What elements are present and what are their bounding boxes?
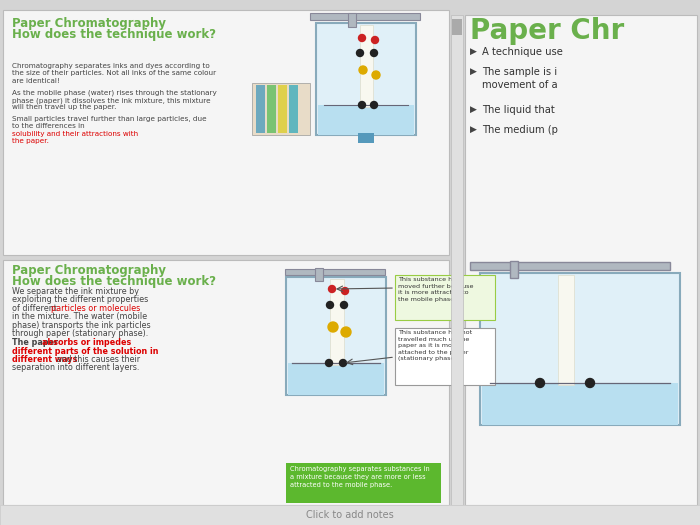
FancyBboxPatch shape — [278, 85, 287, 133]
Text: exploiting the different properties: exploiting the different properties — [12, 296, 148, 304]
Text: different ways: different ways — [12, 355, 78, 364]
Text: Click to add notes: Click to add notes — [306, 510, 394, 520]
Text: The medium (p: The medium (p — [482, 125, 558, 135]
Text: ▶: ▶ — [470, 105, 477, 114]
FancyBboxPatch shape — [285, 269, 385, 275]
Circle shape — [326, 360, 332, 366]
FancyBboxPatch shape — [480, 273, 680, 425]
Circle shape — [356, 49, 363, 57]
FancyBboxPatch shape — [288, 363, 384, 395]
FancyBboxPatch shape — [318, 105, 414, 135]
Text: to the differences in: to the differences in — [12, 123, 87, 130]
Text: Chromatography separates inks and dyes according to: Chromatography separates inks and dyes a… — [12, 63, 210, 69]
Text: Chromatography separates substances in
a mixture because they are more or less
a: Chromatography separates substances in a… — [290, 466, 430, 488]
FancyBboxPatch shape — [256, 85, 265, 133]
Circle shape — [358, 101, 365, 109]
Text: Paper Chr: Paper Chr — [470, 17, 624, 45]
Text: The paper: The paper — [12, 338, 61, 347]
Text: of different: of different — [12, 304, 60, 313]
FancyBboxPatch shape — [470, 262, 670, 270]
FancyBboxPatch shape — [289, 85, 298, 133]
FancyBboxPatch shape — [358, 133, 374, 143]
Text: are identical!: are identical! — [12, 78, 60, 84]
Text: Paper Chromatography: Paper Chromatography — [12, 17, 166, 30]
FancyBboxPatch shape — [310, 13, 420, 20]
FancyBboxPatch shape — [330, 279, 344, 365]
Text: As the mobile phase (water) rises through the stationary: As the mobile phase (water) rises throug… — [12, 89, 217, 96]
Circle shape — [370, 101, 377, 109]
Circle shape — [370, 49, 377, 57]
Text: different parts of the solution in: different parts of the solution in — [12, 346, 158, 355]
FancyBboxPatch shape — [267, 85, 276, 133]
Text: The sample is i
movement of a: The sample is i movement of a — [482, 67, 558, 90]
FancyBboxPatch shape — [316, 23, 416, 135]
Text: solubility and their attractions with: solubility and their attractions with — [12, 131, 138, 137]
Circle shape — [372, 71, 380, 79]
Circle shape — [342, 288, 349, 295]
Text: and this causes their: and this causes their — [54, 355, 140, 364]
Text: We separate the ink mixture by: We separate the ink mixture by — [12, 287, 139, 296]
Circle shape — [326, 301, 333, 309]
Text: through paper (stationary phase).: through paper (stationary phase). — [12, 330, 148, 339]
FancyBboxPatch shape — [465, 15, 697, 505]
Text: How does the technique work?: How does the technique work? — [12, 28, 216, 41]
Text: phase) transports the ink particles: phase) transports the ink particles — [12, 321, 150, 330]
Text: the size of their particles. Not all inks of the same colour: the size of their particles. Not all ink… — [12, 70, 216, 77]
FancyBboxPatch shape — [558, 275, 574, 385]
Text: How does the technique work?: How does the technique work? — [12, 275, 216, 288]
FancyBboxPatch shape — [510, 261, 518, 278]
FancyBboxPatch shape — [286, 277, 386, 395]
Text: A technique use: A technique use — [482, 47, 563, 57]
FancyBboxPatch shape — [315, 268, 323, 281]
Text: the paper.: the paper. — [12, 139, 49, 144]
Circle shape — [585, 379, 594, 387]
Circle shape — [372, 37, 379, 44]
Text: This substance has
moved further because
it is more attracted to
the mobile phas: This substance has moved further because… — [398, 277, 473, 302]
Circle shape — [358, 35, 365, 41]
FancyBboxPatch shape — [252, 83, 310, 135]
Circle shape — [340, 360, 346, 366]
FancyBboxPatch shape — [348, 13, 356, 27]
FancyBboxPatch shape — [395, 328, 495, 385]
Circle shape — [536, 379, 545, 387]
Text: This substance has not
travelled much up the
paper as it is more
attached to the: This substance has not travelled much up… — [398, 330, 472, 361]
Text: Small particles travel further than large particles, due: Small particles travel further than larg… — [12, 116, 206, 122]
Circle shape — [328, 322, 338, 332]
Text: absorbs or impedes: absorbs or impedes — [42, 338, 132, 347]
Text: will then travel up the paper.: will then travel up the paper. — [12, 104, 116, 110]
Text: ▶: ▶ — [470, 67, 477, 76]
FancyBboxPatch shape — [360, 25, 373, 107]
Text: Paper Chromatography: Paper Chromatography — [12, 264, 166, 277]
Text: in the mixture. The water (mobile: in the mixture. The water (mobile — [12, 312, 147, 321]
Text: particles or molecules: particles or molecules — [51, 304, 141, 313]
Circle shape — [340, 301, 347, 309]
FancyBboxPatch shape — [0, 505, 700, 525]
Text: separation into different layers.: separation into different layers. — [12, 363, 139, 373]
FancyBboxPatch shape — [286, 463, 441, 503]
FancyBboxPatch shape — [482, 383, 678, 425]
Circle shape — [341, 327, 351, 337]
Text: phase (paper) it dissolves the ink mixture, this mixture: phase (paper) it dissolves the ink mixtu… — [12, 97, 211, 103]
Circle shape — [328, 286, 335, 292]
FancyBboxPatch shape — [3, 10, 449, 255]
Text: ▶: ▶ — [470, 125, 477, 134]
Text: ▶: ▶ — [470, 47, 477, 56]
FancyBboxPatch shape — [452, 19, 462, 35]
FancyBboxPatch shape — [395, 275, 495, 320]
Circle shape — [359, 66, 367, 74]
FancyBboxPatch shape — [3, 260, 449, 505]
Text: The liquid that: The liquid that — [482, 105, 554, 115]
FancyBboxPatch shape — [451, 15, 463, 505]
